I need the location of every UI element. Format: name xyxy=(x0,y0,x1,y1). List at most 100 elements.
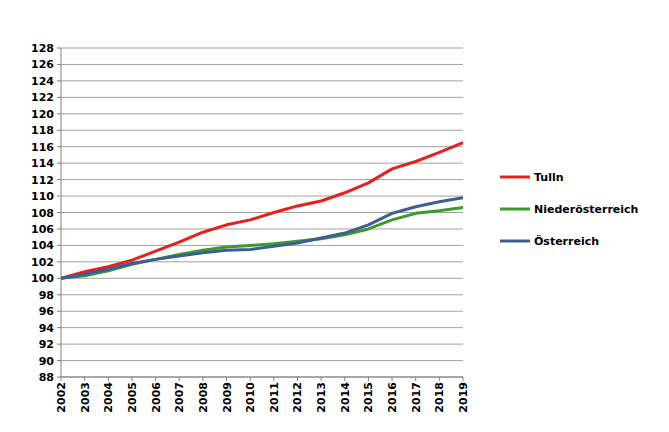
y-tick-label: 96 xyxy=(39,305,55,318)
y-tick-label: 98 xyxy=(39,289,54,302)
x-tick xyxy=(250,377,251,381)
y-tick xyxy=(57,278,61,279)
y-tick-label: 100 xyxy=(31,272,54,285)
y-tick xyxy=(57,261,61,262)
legend-label: Österreich xyxy=(534,234,599,248)
y-tick-label: 120 xyxy=(31,108,54,121)
y-tick xyxy=(57,97,61,98)
y-tick-label: 108 xyxy=(31,207,54,220)
y-tick xyxy=(57,294,61,295)
x-tick-label: 2014 xyxy=(339,382,352,413)
x-tick-label: 2013 xyxy=(315,382,328,413)
x-tick xyxy=(202,377,203,381)
series-line xyxy=(61,198,463,279)
x-tick-label: 2019 xyxy=(457,382,470,413)
x-tick xyxy=(439,377,440,381)
grid-line xyxy=(61,311,463,312)
grid-line xyxy=(61,146,463,147)
grid-line xyxy=(61,113,463,114)
x-tick xyxy=(84,377,85,381)
legend-label: Tulln xyxy=(534,171,564,184)
grid-line xyxy=(61,327,463,328)
x-tick-label: 2007 xyxy=(173,382,186,413)
x-tick-label: 2018 xyxy=(433,382,446,413)
x-tick-label: 2010 xyxy=(244,382,257,413)
legend-label: Niederösterreich xyxy=(534,203,638,216)
x-tick xyxy=(463,377,464,381)
y-tick-label: 126 xyxy=(31,58,54,71)
grid-line xyxy=(61,344,463,345)
chart: 88 90 92 94 96 98 100 102 104 106 108 110 112 114 116 1… xyxy=(0,0,669,432)
y-tick-label: 116 xyxy=(31,141,54,154)
x-tick xyxy=(297,377,298,381)
legend-swatch xyxy=(500,176,530,179)
x-tick xyxy=(226,377,227,381)
y-tick-label: 114 xyxy=(31,157,54,170)
y-tick xyxy=(57,113,61,114)
x-tick xyxy=(392,377,393,381)
grid-line xyxy=(61,97,463,98)
x-tick-label: 2017 xyxy=(410,382,423,413)
y-axis xyxy=(61,48,62,377)
y-tick xyxy=(57,344,61,345)
x-tick xyxy=(321,377,322,381)
y-tick-label: 106 xyxy=(31,223,54,236)
x-tick-label: 2012 xyxy=(291,382,304,413)
grid-line xyxy=(61,64,463,65)
x-tick xyxy=(344,377,345,381)
y-tick xyxy=(57,245,61,246)
y-tick-label: 110 xyxy=(31,190,54,203)
y-tick-label: 92 xyxy=(39,338,54,351)
grid-line xyxy=(61,278,463,279)
x-tick-label: 2003 xyxy=(79,382,92,413)
grid-line xyxy=(61,294,463,295)
grid-line xyxy=(61,48,463,49)
y-tick xyxy=(57,179,61,180)
background xyxy=(0,0,669,432)
grid-line xyxy=(61,196,463,197)
y-tick-label: 90 xyxy=(39,355,55,368)
legend-swatch xyxy=(500,208,530,211)
grid-line xyxy=(61,360,463,361)
y-tick-label: 88 xyxy=(39,371,54,384)
y-tick xyxy=(57,360,61,361)
grid-line xyxy=(61,228,463,229)
y-tick-label: 104 xyxy=(31,239,54,252)
x-tick xyxy=(273,377,274,381)
grid-line xyxy=(61,80,463,81)
grid-line xyxy=(61,212,463,213)
y-tick xyxy=(57,377,61,378)
y-tick xyxy=(57,212,61,213)
x-tick-label: 2011 xyxy=(268,382,281,413)
y-tick xyxy=(57,64,61,65)
x-tick xyxy=(368,377,369,381)
x-tick xyxy=(61,377,62,381)
x-tick xyxy=(108,377,109,381)
x-tick-label: 2005 xyxy=(126,382,139,413)
y-tick xyxy=(57,80,61,81)
grid-line xyxy=(61,163,463,164)
y-tick-label: 128 xyxy=(31,42,54,55)
legend-swatch xyxy=(500,240,530,243)
x-tick-label: 2009 xyxy=(221,382,234,413)
series-line xyxy=(61,143,463,279)
y-tick-label: 124 xyxy=(31,75,54,88)
y-tick-label: 122 xyxy=(31,91,54,104)
x-tick xyxy=(155,377,156,381)
x-axis xyxy=(61,377,463,378)
y-tick xyxy=(57,196,61,197)
x-tick-label: 2016 xyxy=(386,382,399,413)
y-tick-label: 94 xyxy=(39,322,55,335)
y-tick xyxy=(57,327,61,328)
x-tick xyxy=(415,377,416,381)
grid-line xyxy=(61,377,463,378)
y-tick xyxy=(57,130,61,131)
grid-line xyxy=(61,130,463,131)
y-tick xyxy=(57,146,61,147)
y-tick-label: 112 xyxy=(31,174,54,187)
y-tick xyxy=(57,48,61,49)
y-tick xyxy=(57,228,61,229)
x-tick-label: 2006 xyxy=(150,382,163,413)
y-tick-label: 102 xyxy=(31,256,54,269)
x-tick xyxy=(179,377,180,381)
